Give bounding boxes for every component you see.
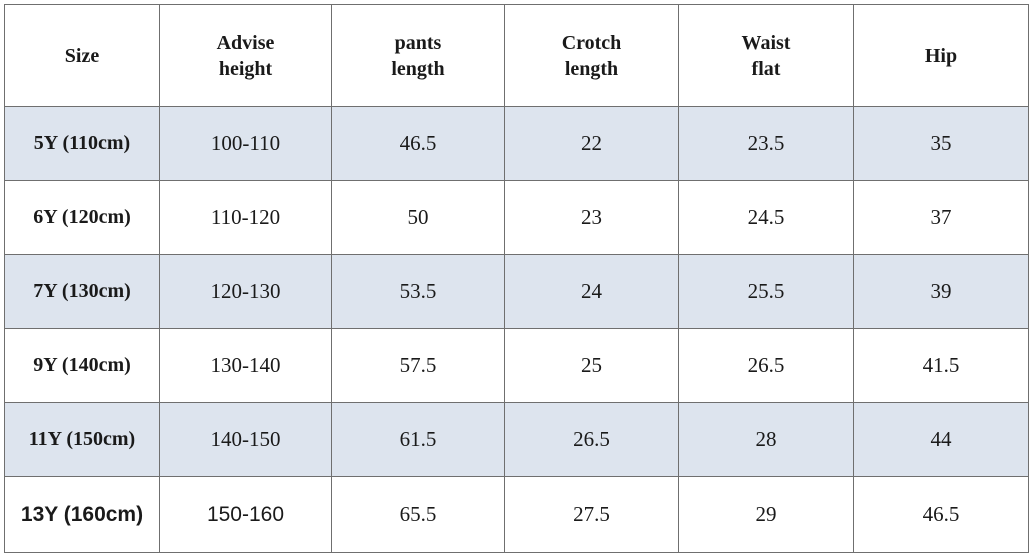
cell-size: 7Y (130cm) (4, 254, 160, 329)
cell-hip: 39 (853, 254, 1029, 329)
header-advise-height-line1: Advise (216, 31, 275, 54)
cell-size: 11Y (150cm) (4, 402, 160, 477)
cell-advise-height: 110-120 (159, 180, 332, 255)
cell-hip: 46.5 (853, 476, 1029, 553)
header-crotch-length-line2: length (564, 57, 619, 80)
header-advise-height-line2: height (218, 57, 273, 80)
cell-pants-length: 65.5 (331, 476, 505, 553)
cell-crotch-length: 22 (504, 106, 679, 181)
cell-pants-length: 50 (331, 180, 505, 255)
header-waist-flat-line1: Waist (741, 31, 791, 54)
header-size: Size (4, 4, 160, 107)
header-hip: Hip (853, 4, 1029, 107)
table-row: 13Y (160cm) 150-160 65.5 27.5 29 46.5 (4, 476, 1029, 553)
table-row: 11Y (150cm) 140-150 61.5 26.5 28 44 (4, 402, 1029, 477)
header-crotch-length-line1: Crotch (561, 31, 622, 54)
cell-waist-flat: 24.5 (678, 180, 854, 255)
table-row: 7Y (130cm) 120-130 53.5 24 25.5 39 (4, 254, 1029, 329)
cell-size: 13Y (160cm) (4, 476, 160, 553)
cell-crotch-length: 25 (504, 328, 679, 403)
cell-crotch-length: 26.5 (504, 402, 679, 477)
cell-pants-length: 61.5 (331, 402, 505, 477)
header-pants-length-line2: length (391, 57, 445, 80)
cell-advise-height: 150-160 (159, 476, 332, 553)
cell-waist-flat: 26.5 (678, 328, 854, 403)
cell-hip: 37 (853, 180, 1029, 255)
table-row: 6Y (120cm) 110-120 50 23 24.5 37 (4, 180, 1029, 255)
cell-size: 6Y (120cm) (4, 180, 160, 255)
cell-hip: 44 (853, 402, 1029, 477)
cell-size: 9Y (140cm) (4, 328, 160, 403)
cell-hip: 35 (853, 106, 1029, 181)
cell-crotch-length: 27.5 (504, 476, 679, 553)
header-waist-flat-line2: flat (751, 57, 781, 80)
header-pants-length: pants length (331, 4, 505, 107)
cell-advise-height: 130-140 (159, 328, 332, 403)
cell-pants-length: 57.5 (331, 328, 505, 403)
cell-waist-flat: 28 (678, 402, 854, 477)
cell-crotch-length: 23 (504, 180, 679, 255)
cell-pants-length: 46.5 (331, 106, 505, 181)
cell-advise-height: 120-130 (159, 254, 332, 329)
header-advise-height: Advise height (159, 4, 332, 107)
header-size-label: Size (64, 44, 100, 67)
header-hip-label: Hip (924, 44, 958, 67)
cell-crotch-length: 24 (504, 254, 679, 329)
cell-advise-height: 100-110 (159, 106, 332, 181)
cell-waist-flat: 29 (678, 476, 854, 553)
header-waist-flat: Waist flat (678, 4, 854, 107)
cell-hip: 41.5 (853, 328, 1029, 403)
cell-waist-flat: 23.5 (678, 106, 854, 181)
cell-waist-flat: 25.5 (678, 254, 854, 329)
header-crotch-length: Crotch length (504, 4, 679, 107)
header-pants-length-line1: pants (394, 31, 442, 54)
size-chart-table: Size Advise height pants length Crotch l… (4, 4, 1029, 553)
cell-pants-length: 53.5 (331, 254, 505, 329)
header-row: Size Advise height pants length Crotch l… (4, 4, 1029, 107)
table-row: 9Y (140cm) 130-140 57.5 25 26.5 41.5 (4, 328, 1029, 403)
table-row: 5Y (110cm) 100-110 46.5 22 23.5 35 (4, 106, 1029, 181)
cell-advise-height: 140-150 (159, 402, 332, 477)
cell-size: 5Y (110cm) (4, 106, 160, 181)
